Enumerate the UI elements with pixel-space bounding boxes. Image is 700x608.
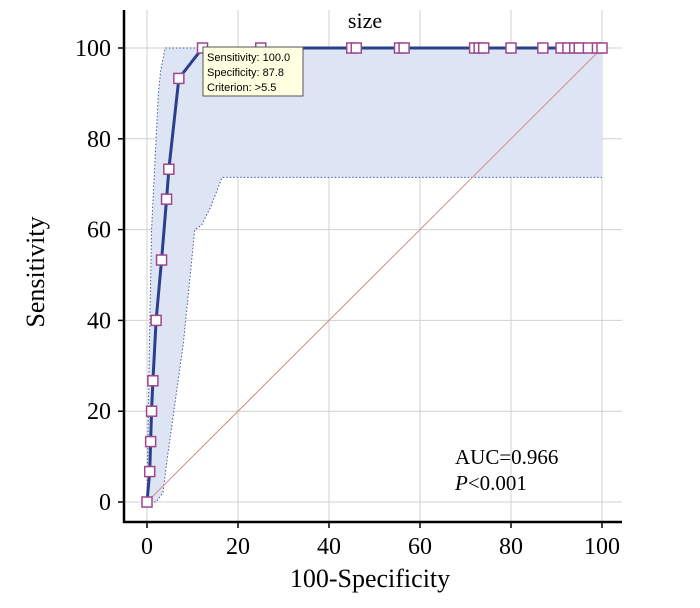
roc-curve-group: [141, 42, 608, 508]
roc-point-marker: [398, 42, 410, 54]
roc-point-marker: [150, 314, 162, 327]
tooltip-line: Sensitivity: 100.0: [207, 52, 290, 64]
x-tick-label: 100: [584, 534, 620, 560]
x-tick-label: 60: [408, 534, 432, 560]
x-tick-label: 20: [226, 534, 250, 560]
tooltip-box: [202, 46, 304, 97]
roc-point-marker: [163, 163, 175, 175]
roc-point-marker: [596, 42, 608, 54]
roc-point-marker: [143, 465, 156, 478]
roc-point-marker: [155, 254, 168, 266]
roc-point-marker: [537, 42, 549, 54]
tooltip-line: Specificity: 87.8: [207, 67, 284, 79]
p-value: <0.001: [468, 471, 527, 495]
chart-title: size: [348, 8, 382, 33]
y-tick-label: 0: [99, 490, 111, 516]
y-tick-label: 40: [87, 308, 111, 334]
y-tick-label: 80: [87, 127, 111, 153]
x-tick-label: 40: [317, 534, 341, 560]
y-tick-label: 20: [87, 399, 111, 425]
x-tick-label: 80: [499, 534, 523, 560]
roc-point-marker: [477, 42, 490, 54]
y-tick-label: 60: [87, 218, 111, 244]
confidence-band-lower: [147, 176, 602, 503]
p-value-label: P<0.001: [454, 471, 527, 495]
x-tick-labels: 0 20 40 60 80 100: [141, 534, 620, 560]
roc-point-marker: [505, 42, 517, 54]
stats-annotation: AUC=0.966 P<0.001: [454, 445, 558, 495]
reference-line: [146, 47, 603, 503]
y-tick-label: 100: [75, 36, 111, 62]
roc-point-marker: [145, 405, 158, 417]
roc-point-marker: [147, 375, 159, 387]
reference-line-group: [146, 47, 603, 503]
confidence-band-upper: [146, 47, 602, 503]
roc-point-marker: [173, 72, 185, 85]
roc-point-marker: [160, 193, 173, 205]
roc-point-marker: [144, 435, 157, 448]
p-symbol: P: [454, 471, 468, 495]
y-tick-labels: 0 20 40 60 80 100: [75, 36, 111, 516]
x-tick-label: 0: [141, 534, 153, 560]
y-axis-label: Sensitivity: [21, 216, 50, 327]
axes: [118, 10, 622, 528]
roc-point-marker: [350, 42, 363, 54]
auc-label: AUC=0.966: [455, 445, 558, 469]
tooltip-line: Criterion: >5.5: [207, 82, 276, 94]
tooltip: Sensitivity: 100.0 Specificity: 87.8 Cri…: [202, 46, 304, 97]
x-axis-label: 100-Specificity: [290, 564, 450, 593]
roc-point-marker: [141, 496, 153, 508]
